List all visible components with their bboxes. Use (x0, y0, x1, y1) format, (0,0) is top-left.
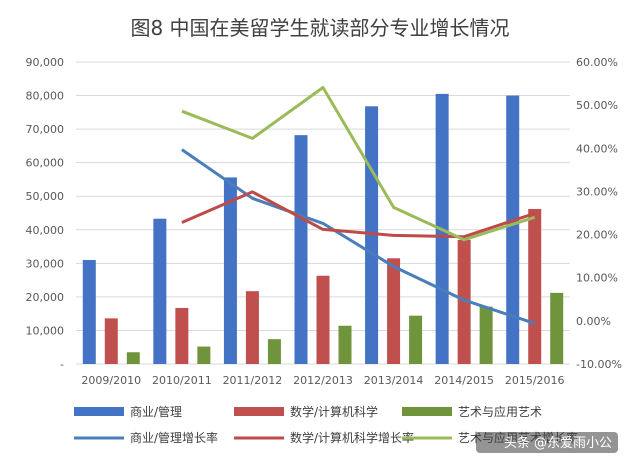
x-tick-label: 2015/2016 (505, 374, 565, 387)
bar (82, 259, 96, 364)
legend-label: 数学/计算机科学增长率 (290, 430, 414, 445)
bar (175, 307, 189, 364)
right-tick-label: 0.00% (576, 315, 611, 328)
series-line (181, 86, 536, 242)
x-tick-label: 2012/2013 (293, 374, 353, 387)
left-tick-label: 60,000 (26, 157, 65, 170)
series-line (181, 148, 536, 325)
right-tick-label: 10.00% (576, 272, 618, 285)
left-axis: - 10,000 20,000 30,000 40,000 50,000 60,000 70,… (26, 56, 65, 371)
left-tick-label: 40,000 (26, 224, 65, 237)
watermark-text: 头条 @东爱雨小公 (504, 435, 612, 451)
bar (245, 291, 259, 364)
left-tick-label: 10,000 (26, 324, 65, 337)
right-tick-label: 40.00% (576, 142, 618, 155)
legend-swatch (234, 407, 284, 416)
legend-label: 艺术与应用艺术 (458, 404, 542, 419)
bar (126, 352, 140, 364)
right-tick-label: 30.00% (576, 185, 618, 198)
lines (181, 86, 536, 325)
x-tick-label: 2010/2011 (152, 374, 212, 387)
right-tick-label: 60.00% (576, 56, 618, 69)
bar (104, 318, 118, 364)
left-tick-label: 90,000 (26, 56, 65, 69)
right-tick-label: 20.00% (576, 229, 618, 242)
bar (223, 177, 237, 364)
right-axis: -10.00% 0.00% 10.00% 20.00% 30.00% 40.00% 50.0… (576, 56, 622, 371)
left-tick-label: 20,000 (26, 291, 65, 304)
left-tick-label: 70,000 (26, 123, 65, 136)
bar (153, 218, 167, 364)
bar (550, 292, 564, 364)
bar (338, 325, 352, 364)
bar (479, 306, 493, 364)
x-tick-label: 2011/2012 (223, 374, 283, 387)
legend-swatch (74, 407, 124, 416)
legend-label: 商业/管理 (130, 404, 182, 419)
x-tick-label: 2009/2010 (81, 374, 141, 387)
bars (82, 93, 564, 365)
bar (267, 339, 281, 364)
bar (528, 208, 542, 364)
left-tick-label: 30,000 (26, 257, 65, 270)
x-axis: 2009/2010 2010/2011 2011/2012 2012/2013 2013… (81, 374, 564, 387)
x-tick-label: 2013/2014 (364, 374, 424, 387)
right-tick-label: -10.00% (576, 358, 622, 371)
series-line (181, 190, 536, 239)
legend-label: 商业/管理增长率 (130, 430, 218, 445)
legend-label: 数学/计算机科学 (290, 404, 378, 419)
bar (294, 135, 308, 364)
bar (365, 106, 379, 364)
left-tick-label: 50,000 (26, 190, 65, 203)
bar (506, 95, 520, 365)
x-tick-label: 2014/2015 (434, 374, 494, 387)
right-tick-label: 50.00% (576, 99, 618, 112)
bar (457, 239, 471, 364)
left-tick-label: 80,000 (26, 90, 65, 103)
bar (387, 258, 401, 364)
bar (316, 275, 330, 364)
watermark: 头条 @东爱雨小公 (476, 432, 618, 453)
bar (197, 346, 211, 364)
left-tick-label: - (60, 358, 64, 371)
watermark-background (476, 432, 618, 453)
legend-swatch (402, 407, 452, 416)
bar (409, 315, 423, 364)
chart-title: 图8 中国在美留学生就读部分专业增长情况 (130, 16, 509, 40)
